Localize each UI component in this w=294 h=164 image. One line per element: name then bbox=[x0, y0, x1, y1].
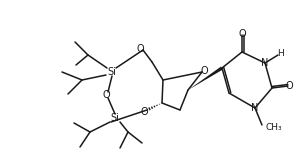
Text: O: O bbox=[200, 66, 208, 76]
Text: O: O bbox=[102, 90, 110, 100]
Text: O: O bbox=[140, 107, 148, 117]
Text: CH₃: CH₃ bbox=[266, 123, 283, 133]
Text: O: O bbox=[285, 81, 293, 91]
Text: Si: Si bbox=[108, 67, 116, 77]
Text: N: N bbox=[251, 103, 259, 113]
Polygon shape bbox=[188, 67, 223, 90]
Text: Si: Si bbox=[111, 113, 119, 123]
Text: O: O bbox=[238, 29, 246, 39]
Text: N: N bbox=[261, 58, 269, 68]
Text: H: H bbox=[278, 49, 284, 58]
Text: O: O bbox=[136, 44, 144, 54]
